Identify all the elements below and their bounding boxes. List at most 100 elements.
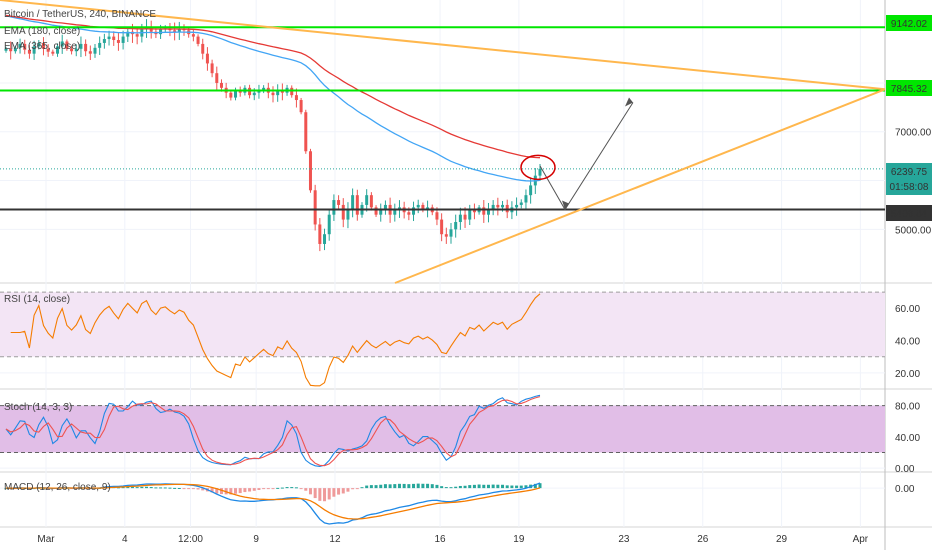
candle-body <box>205 53 209 64</box>
rsi-y-tick-label: 20.00 <box>895 369 920 380</box>
candle-body <box>112 36 116 41</box>
candle-body <box>37 42 41 47</box>
candle-body <box>191 34 195 37</box>
candle-body <box>383 204 387 210</box>
highlight-circle <box>520 154 556 181</box>
candle-body <box>463 214 467 220</box>
macd-histogram-bar <box>477 484 481 489</box>
candle-body <box>56 46 60 54</box>
candle-body <box>318 224 322 244</box>
ema180-legend[interactable]: EMA (180, close) <box>4 26 80 37</box>
tag-support: 5406.84 <box>886 205 932 221</box>
descending-trendline <box>0 0 886 91</box>
candle-body <box>102 39 106 43</box>
tag-support-text: 5406.84 <box>891 209 928 220</box>
macd-histogram-bar <box>341 488 345 494</box>
candle-body <box>219 82 223 88</box>
candle-body <box>332 200 336 215</box>
macd-histogram-bar <box>491 484 495 489</box>
x-tick-label: Apr <box>853 534 869 545</box>
projection-path <box>539 102 634 211</box>
macd-histogram-bar <box>426 483 430 489</box>
candle-body <box>229 92 233 98</box>
macd-histogram-bar <box>177 487 181 489</box>
candle-body <box>538 168 542 176</box>
projection-arrowhead <box>625 97 633 107</box>
x-tick-label: 12:00 <box>178 534 203 545</box>
candle-body <box>313 190 317 225</box>
candle-body <box>65 41 69 49</box>
candle-body <box>159 29 163 35</box>
macd-histogram-bar <box>444 487 448 489</box>
rsi-legend[interactable]: RSI (14, close) <box>4 294 70 305</box>
macd-histogram-bar <box>121 487 125 489</box>
candle-body <box>482 207 486 215</box>
x-tick-label: 9 <box>253 534 259 545</box>
x-tick-label: 16 <box>434 534 446 545</box>
macd-histogram-bar <box>538 483 542 489</box>
symbol-title[interactable]: Bitcoin / TetherUS, 240, BINANCE <box>4 9 156 20</box>
macd-histogram-bar <box>149 486 153 489</box>
macd-histogram-bar <box>407 484 411 489</box>
macd-histogram-bar <box>430 484 434 489</box>
macd-histogram-bar <box>201 488 205 491</box>
candle-body <box>458 214 462 223</box>
candle-body <box>215 73 219 83</box>
candle-body <box>196 36 200 44</box>
tag-countdown-text: 01:58:08 <box>890 182 929 193</box>
ascending-trendline <box>394 88 886 284</box>
indicator-panes <box>0 291 885 453</box>
stoch-legend[interactable]: Stoch (14, 3, 3) <box>4 402 72 413</box>
macd-histogram-bar <box>248 488 252 492</box>
candle-body <box>46 48 50 52</box>
macd-histogram-bar <box>126 486 130 489</box>
macd-histogram-bar <box>374 485 378 489</box>
macd-histogram-bar <box>533 483 537 489</box>
candle-body <box>519 202 523 205</box>
macd-histogram-bar <box>501 484 505 489</box>
candle-body <box>524 195 528 203</box>
macd-histogram-bar <box>397 483 401 489</box>
macd-histogram-bar <box>482 484 486 489</box>
macd-histogram-bar <box>210 488 214 493</box>
candle-body <box>393 209 397 215</box>
candle-body <box>32 46 36 54</box>
candle-body <box>299 100 303 113</box>
candle-body <box>374 207 378 215</box>
tag-last-price-text: 6239.75 <box>891 167 928 178</box>
ema365-legend[interactable]: EMA (365, close) <box>4 41 80 52</box>
candle-body <box>262 87 266 91</box>
candle-body <box>51 51 55 54</box>
candle-body <box>337 200 341 205</box>
candle-body <box>472 209 476 213</box>
macd-histogram-bar <box>290 487 294 489</box>
macd-histogram-bar <box>318 488 322 501</box>
macd-histogram-bar <box>280 487 284 489</box>
candle-body <box>271 92 275 96</box>
candle-body <box>435 212 439 220</box>
macd-histogram-bar <box>435 484 439 489</box>
stoch-d-line <box>5 396 541 467</box>
macd-histogram-bar <box>159 487 163 489</box>
macd-histogram-bar <box>412 483 416 489</box>
macd-histogram-bar <box>182 488 186 490</box>
macd-histogram-bar <box>154 487 158 489</box>
x-tick-label: 19 <box>513 534 525 545</box>
candle-body <box>121 36 125 43</box>
macd-histogram-bar <box>140 486 144 489</box>
price-y-tick-label: 7000.00 <box>895 128 932 139</box>
candle-body <box>454 222 458 230</box>
macd-legend[interactable]: MACD (12, 26, close, 9) <box>4 482 111 493</box>
macd-histogram-bar <box>486 484 490 489</box>
candle-body <box>79 43 83 49</box>
x-tick-label: 4 <box>122 534 128 545</box>
macd-histogram-bar <box>243 488 247 493</box>
macd-histogram-bar <box>145 486 149 489</box>
candle-body <box>486 209 490 215</box>
candle-body <box>308 151 312 191</box>
candle-body <box>491 204 495 210</box>
macd-histogram-bar <box>196 488 200 490</box>
candle-body <box>93 47 97 54</box>
macd-histogram-bar <box>510 485 514 489</box>
